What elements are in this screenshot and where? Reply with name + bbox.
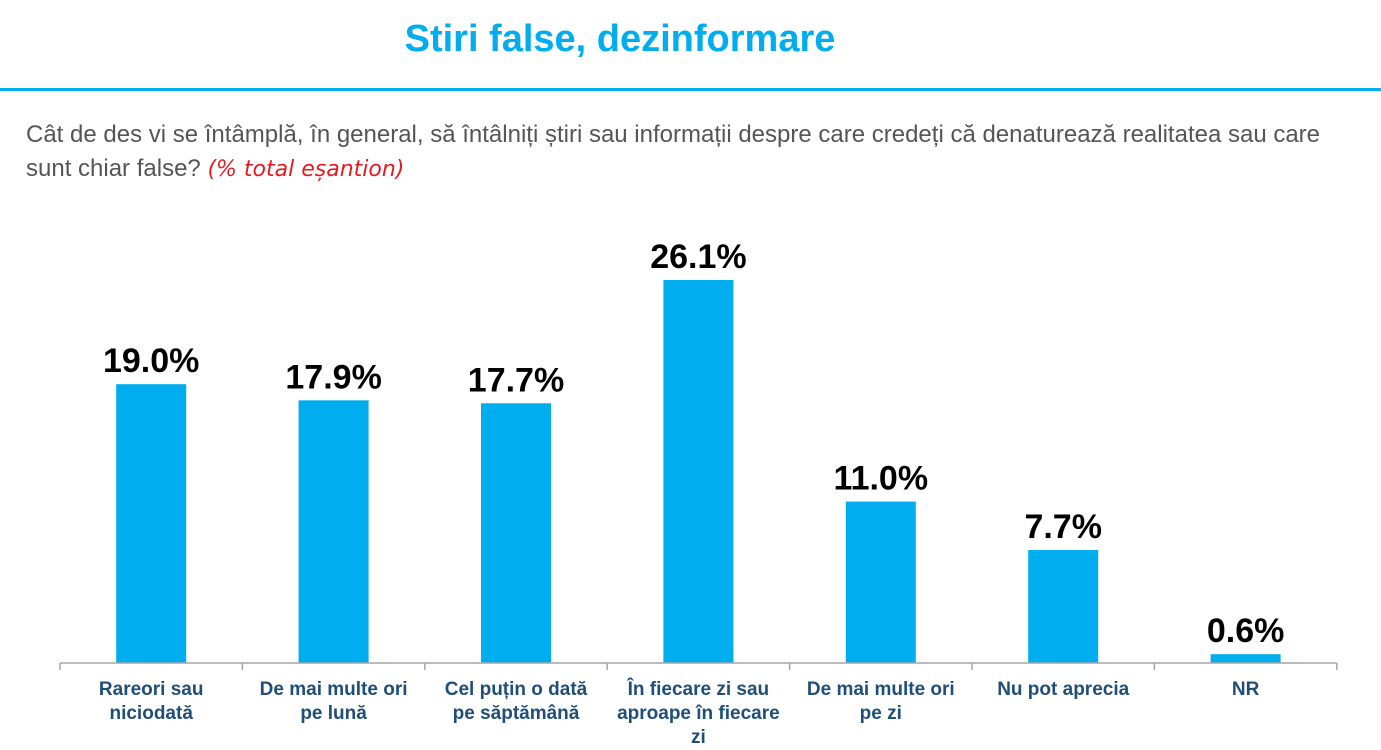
question-text: Cât de des vi se întâmplă, în general, s… <box>26 121 1321 182</box>
survey-question: Cât de des vi se întâmplă, în general, s… <box>26 118 1346 187</box>
value-label: 0.6% <box>1207 612 1285 650</box>
category-label: zi <box>691 727 706 748</box>
bar <box>116 384 187 663</box>
x-axis-ticks <box>59 663 1338 670</box>
bars-group <box>116 280 1281 663</box>
category-label: De mai multe ori <box>807 679 955 700</box>
category-label: pe săptămână <box>453 703 580 724</box>
bar <box>1028 550 1099 663</box>
category-label: niciodată <box>109 703 193 724</box>
value-label: 26.1% <box>650 238 746 276</box>
value-label: 19.0% <box>103 342 199 380</box>
value-label: 17.9% <box>285 358 381 396</box>
category-label: Nu pot aprecia <box>997 679 1129 700</box>
category-label: pe lună <box>300 703 367 724</box>
bar <box>1210 654 1281 663</box>
page-title: Stiri false, dezinformare <box>404 18 836 60</box>
sample-note: (% total eșantion) <box>207 157 405 182</box>
category-label: NR <box>1232 679 1260 700</box>
value-labels-group: 19.0% 17.9% 17.7% 26.1% 11.0% 7.7% 0.6% <box>103 238 1284 650</box>
bar <box>481 403 551 663</box>
category-label: Cel puțin o dată <box>445 679 588 700</box>
category-label: Rareori sau <box>99 679 204 700</box>
category-label: aproape în fiecare <box>617 703 780 724</box>
bar <box>663 280 734 663</box>
category-label: În fiecare zi sau <box>627 678 770 700</box>
value-label: 11.0% <box>834 460 929 498</box>
category-label: pe zi <box>860 703 902 724</box>
category-labels-group: Rareori sau niciodată De mai multe ori pe l… <box>99 678 1260 748</box>
value-label: 17.7% <box>468 361 564 399</box>
title-divider <box>0 88 1381 91</box>
bar <box>845 501 916 663</box>
value-label: 7.7% <box>1024 508 1102 546</box>
category-label: De mai multe ori <box>260 679 408 700</box>
bar <box>298 400 369 663</box>
